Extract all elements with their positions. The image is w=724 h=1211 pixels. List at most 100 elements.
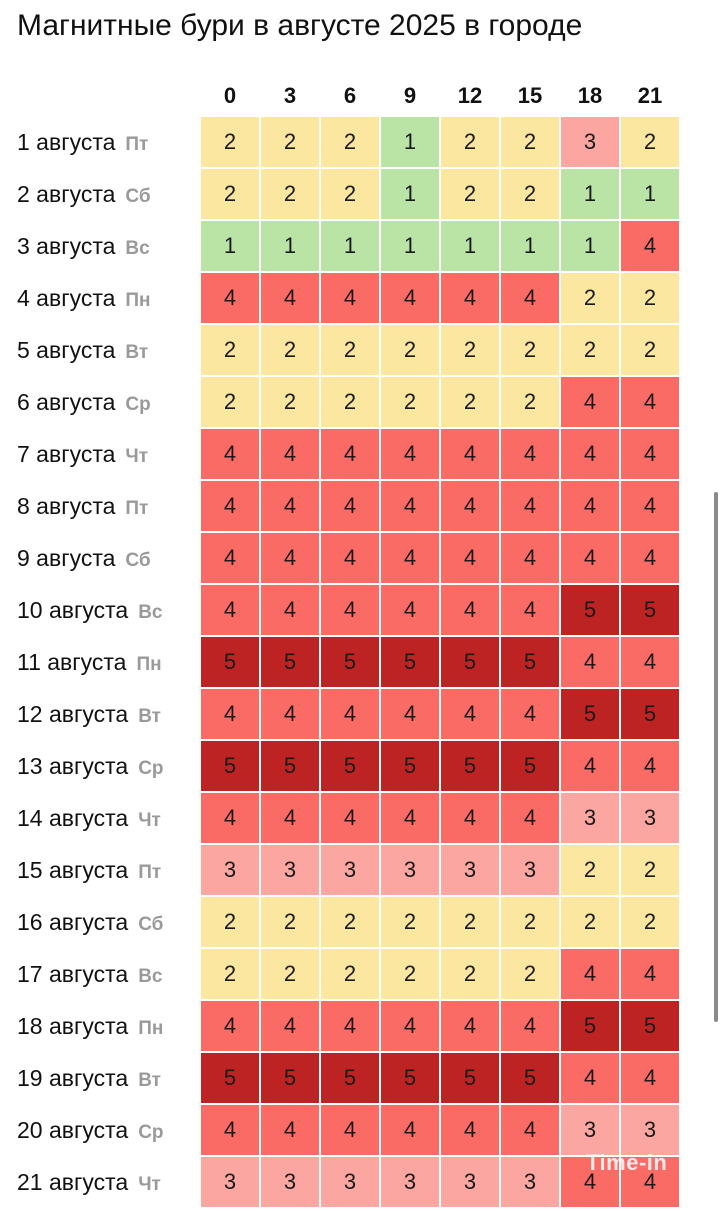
heatmap-cell: 4	[261, 429, 319, 479]
row-weekday: Ср	[138, 1122, 164, 1143]
heatmap-cell: 2	[501, 377, 559, 427]
heatmap-cell: 2	[441, 949, 499, 999]
hour-header: 18	[577, 83, 603, 108]
row-weekday: Вс	[138, 602, 163, 623]
heatmap-cell: 4	[381, 273, 439, 323]
heatmap-cell: 4	[321, 585, 379, 635]
heatmap-cell: 2	[561, 845, 619, 895]
heatmap-cell: 4	[261, 481, 319, 531]
hour-header: 9	[403, 83, 417, 108]
heatmap-cell: 4	[621, 1053, 679, 1103]
heatmap-cell: 4	[561, 429, 619, 479]
heatmap-cell: 1	[201, 221, 259, 271]
heatmap-cell: 1	[321, 221, 379, 271]
row-weekday: Пн	[138, 1018, 164, 1039]
heatmap-cell: 5	[381, 1053, 439, 1103]
heatmap-cell: 4	[381, 1001, 439, 1051]
heatmap-cell: 2	[321, 325, 379, 375]
heatmap-cell: 4	[561, 533, 619, 583]
heatmap-cell: 4	[501, 481, 559, 531]
heatmap-cell: 1	[501, 221, 559, 271]
heatmap-cell: 2	[561, 325, 619, 375]
row-label: 16 августа Сб	[17, 897, 197, 948]
heatmap-cell: 4	[381, 793, 439, 843]
heatmap-cell: 4	[201, 689, 259, 739]
heatmap-cell: 2	[381, 949, 439, 999]
heatmap-cell: 4	[201, 1105, 259, 1155]
heatmap-cell: 4	[441, 481, 499, 531]
heatmap-cell: 4	[621, 429, 679, 479]
heatmap-cell: 2	[501, 169, 559, 219]
heatmap-cell: 4	[201, 793, 259, 843]
row-date: 7 августа	[17, 441, 116, 467]
row-label: 10 августа Вс	[17, 585, 197, 636]
heatmap-cell: 5	[561, 689, 619, 739]
row-label: 11 августа Пн	[17, 637, 197, 688]
row-date: 12 августа	[17, 701, 129, 727]
heatmap-cell: 4	[561, 1053, 619, 1103]
row-label: 13 августа Ср	[17, 741, 197, 792]
heatmap-cell: 2	[621, 845, 679, 895]
row-weekday: Вт	[138, 1070, 161, 1091]
row-date: 5 августа	[17, 337, 116, 363]
row-weekday: Пт	[125, 498, 149, 519]
row-date: 19 августа	[17, 1065, 129, 1091]
heatmap-cell: 4	[201, 481, 259, 531]
heatmap-cell: 5	[321, 637, 379, 687]
heatmap-cell: 4	[381, 689, 439, 739]
heatmap-cell: 2	[561, 273, 619, 323]
row-label: 4 августа Пн	[17, 273, 197, 324]
row-date: 15 августа	[17, 857, 129, 883]
heatmap-cell: 5	[501, 1053, 559, 1103]
heatmap-cell: 2	[441, 169, 499, 219]
heatmap-cell: 3	[561, 1105, 619, 1155]
heatmap-cell: 1	[381, 169, 439, 219]
heatmap-cell: 2	[381, 897, 439, 947]
heatmap-cell: 4	[441, 533, 499, 583]
row-weekday: Вс	[125, 238, 150, 259]
heatmap-cell: 1	[621, 169, 679, 219]
heatmap-cell: 5	[321, 741, 379, 791]
heatmap-cell: 4	[621, 221, 679, 271]
heatmap-cell: 2	[201, 897, 259, 947]
heatmap-cell: 1	[261, 221, 319, 271]
hour-header: 15	[517, 83, 543, 108]
row-date: 3 августа	[17, 233, 116, 259]
heatmap-cell: 4	[441, 1001, 499, 1051]
heatmap-cell: 4	[381, 585, 439, 635]
row-weekday: Сб	[138, 914, 164, 935]
row-date: 13 августа	[17, 753, 129, 779]
heatmap-cell: 2	[261, 117, 319, 167]
heatmap-cell: 4	[261, 273, 319, 323]
heatmap-cell: 2	[321, 117, 379, 167]
heatmap-cell: 4	[621, 949, 679, 999]
row-label: 7 августа Чт	[17, 429, 197, 480]
heatmap-cell: 4	[501, 793, 559, 843]
row-weekday: Пт	[125, 134, 149, 155]
row-label: 1 августа Пт	[17, 117, 197, 168]
row-weekday: Вт	[125, 342, 149, 363]
heatmap-cell: 4	[561, 637, 619, 687]
heatmap-cell: 5	[201, 1053, 259, 1103]
heatmap-cell: 5	[201, 637, 259, 687]
heatmap-cell: 2	[441, 377, 499, 427]
heatmap-cell: 5	[381, 637, 439, 687]
heatmap-cell: 4	[441, 1105, 499, 1155]
heatmap-cell: 2	[441, 897, 499, 947]
row-weekday: Чт	[138, 810, 161, 831]
heatmap-cell: 4	[321, 1001, 379, 1051]
row-date: 8 августа	[17, 493, 116, 519]
row-date: 20 августа	[17, 1117, 129, 1143]
heatmap-cell: 4	[621, 741, 679, 791]
row-weekday: Вс	[138, 966, 163, 987]
heatmap-cell: 4	[561, 377, 619, 427]
row-weekday: Пн	[136, 654, 162, 675]
row-date: 4 августа	[17, 285, 116, 311]
row-label: 19 августа Вт	[17, 1053, 197, 1104]
heatmap-cell: 4	[501, 273, 559, 323]
row-weekday: Сб	[125, 550, 151, 571]
heatmap-cell: 4	[201, 429, 259, 479]
row-label: 17 августа Вс	[17, 949, 197, 1000]
row-weekday: Чт	[138, 1174, 161, 1195]
scrollbar[interactable]	[714, 492, 718, 1022]
